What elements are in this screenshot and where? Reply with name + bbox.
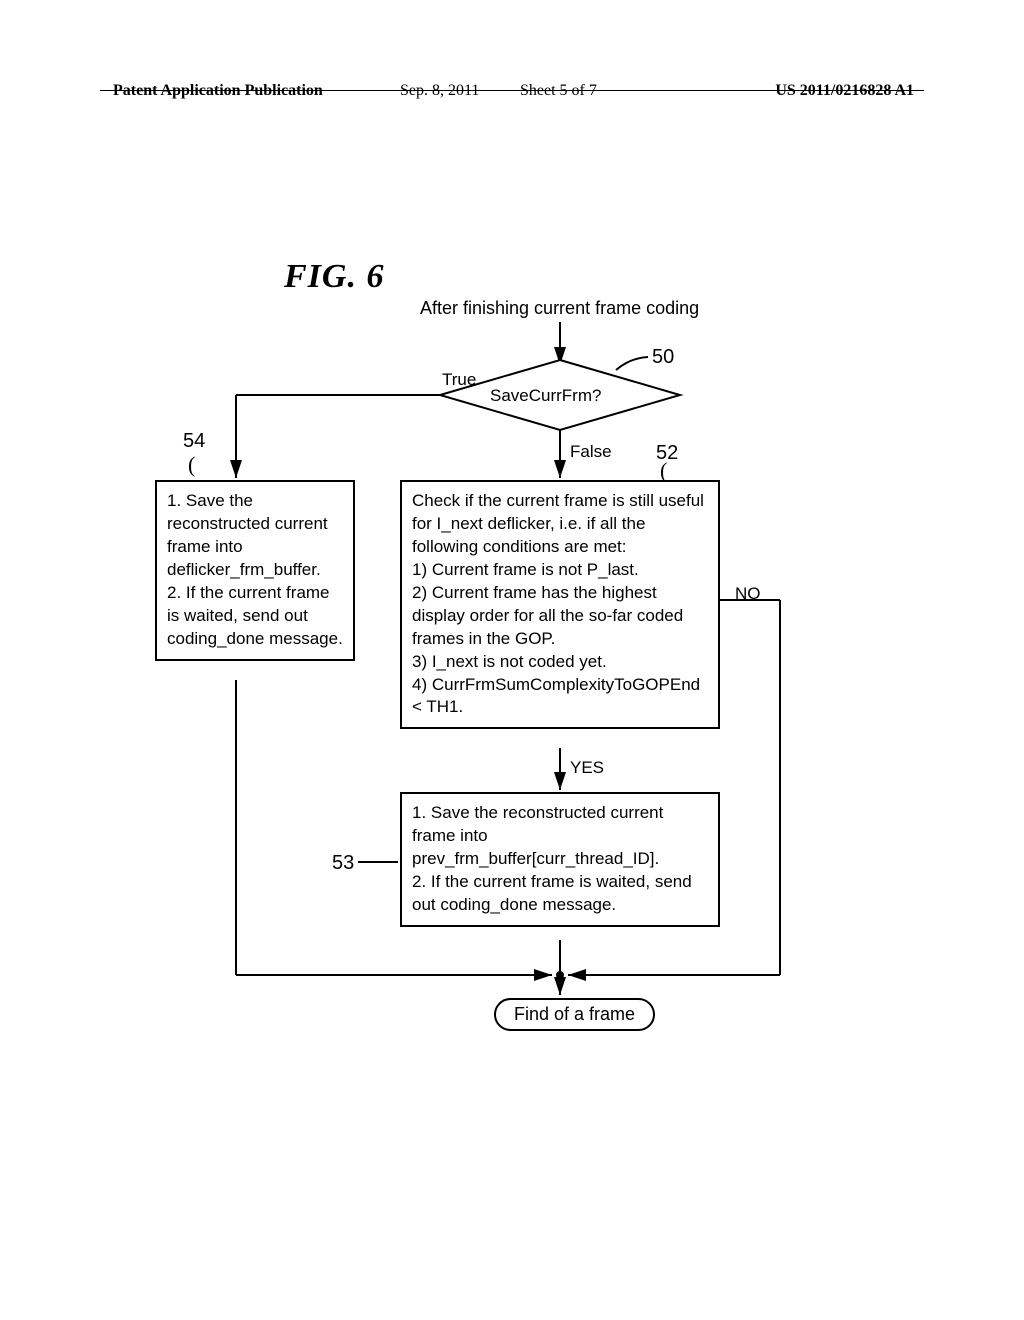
edge-yes-label: YES [570,758,604,778]
header-right: US 2011/0216828 A1 [775,82,914,100]
box-53: 1. Save the reconstructed current frame … [400,792,720,927]
box-54-text: 1. Save the reconstructed current frame … [167,491,343,648]
figure-title: FIG. 6 [284,258,384,296]
box-52: Check if the current frame is still usef… [400,480,720,729]
ref-50: 50 [652,346,674,369]
page-root: Patent Application Publication Sep. 8, 2… [0,0,1024,1320]
header-left: Patent Application Publication [113,82,323,100]
edge-no-label: NO [735,584,761,604]
terminal-text: Find of a frame [514,1004,635,1024]
header-date: Sep. 8, 2011 [400,82,479,100]
decision-text: SaveCurrFrm? [490,386,601,406]
figure-top-caption: After finishing current frame coding [420,298,699,319]
header-sheet: Sheet 5 of 7 [520,82,597,100]
box-52-text: Check if the current frame is still usef… [412,491,709,716]
terminal-find-frame: Find of a frame [494,998,655,1031]
ref-54-tick: ( [188,452,195,478]
ref-53: 53 [332,852,354,875]
box-53-text: 1. Save the reconstructed current frame … [412,803,696,914]
ref-54: 54 [183,430,205,453]
edge-false-label: False [570,442,612,462]
edge-true-label: True [442,370,476,390]
box-54: 1. Save the reconstructed current frame … [155,480,355,661]
